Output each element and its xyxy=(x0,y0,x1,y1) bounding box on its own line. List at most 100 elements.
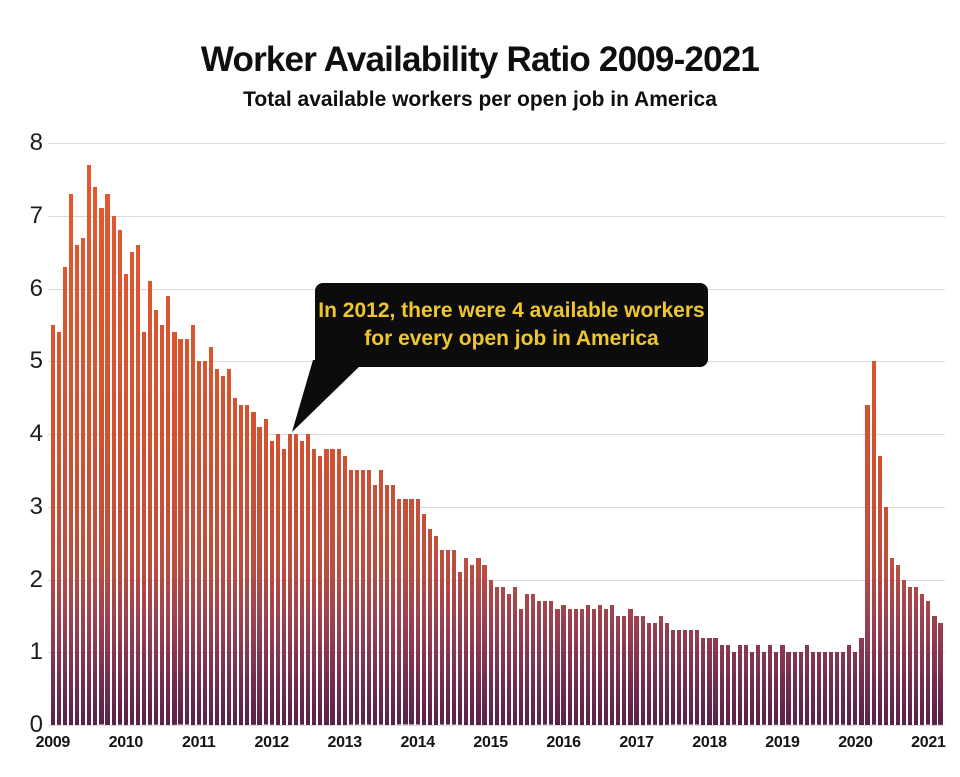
bar-2019-07 xyxy=(816,652,822,725)
bar-2020-04 xyxy=(871,361,876,725)
bar-2020-08 xyxy=(895,564,901,725)
bar-2011-05 xyxy=(220,375,226,725)
bar-2019-06 xyxy=(810,652,815,725)
gridline-0 xyxy=(48,725,945,726)
bar-2020-01 xyxy=(853,652,858,725)
bar-2010-12 xyxy=(190,324,195,725)
gridline-2 xyxy=(48,579,945,581)
bar-2018-12 xyxy=(774,652,779,725)
chart-title: Worker Availability Ratio 2009-2021 xyxy=(200,40,760,79)
bar-2014-01 xyxy=(415,499,420,725)
bar-2013-06 xyxy=(372,484,378,725)
bar-2013-09 xyxy=(391,484,396,725)
bar-2019-02 xyxy=(786,652,791,725)
bar-2017-02 xyxy=(640,615,645,725)
bar-2016-10 xyxy=(616,615,621,725)
bar-2015-06 xyxy=(518,608,524,725)
bar-2020-09 xyxy=(901,579,907,725)
bar-2020-05 xyxy=(877,455,882,725)
bar-2021-02 xyxy=(932,615,937,725)
callout: In 2012, there were 4 available workers … xyxy=(315,283,708,367)
bar-2017-11 xyxy=(695,630,700,725)
bar-2017-05 xyxy=(658,615,663,725)
bar-2017-07 xyxy=(670,630,676,725)
chart-subtitle: Total available workers per open job in … xyxy=(243,88,717,111)
bar-2016-03 xyxy=(573,608,578,725)
bar-2019-11 xyxy=(841,652,846,725)
bar-2014-12 xyxy=(482,564,487,725)
bar-2010-08 xyxy=(166,295,171,725)
bar-2009-08 xyxy=(93,186,98,725)
x-axis-label-2010: 2010 xyxy=(108,734,144,751)
bar-2009-03 xyxy=(62,266,68,725)
bar-2018-10 xyxy=(762,652,767,725)
bar-2015-08 xyxy=(531,594,536,725)
bar-2020-11 xyxy=(914,586,919,725)
bar-2016-01 xyxy=(561,604,566,725)
x-axis-label-2012: 2012 xyxy=(254,734,290,751)
bar-2014-07 xyxy=(452,550,457,725)
y-axis-label-3: 3 xyxy=(29,492,43,520)
bar-2012-07 xyxy=(306,434,311,725)
bar-2013-10 xyxy=(397,499,402,725)
y-axis-label-7: 7 xyxy=(29,201,43,229)
bar-2009-01 xyxy=(50,324,55,725)
bar-2013-01 xyxy=(342,455,347,725)
bar-2018-01 xyxy=(707,637,712,725)
y-axis-label-2: 2 xyxy=(29,565,43,593)
bar-2020-06 xyxy=(883,506,888,725)
bar-2014-09 xyxy=(464,557,469,725)
bar-2021-01 xyxy=(926,601,931,725)
bar-2014-04 xyxy=(433,535,438,725)
bar-2010-07 xyxy=(160,324,165,725)
bar-2021-03 xyxy=(938,623,943,725)
bar-2012-11 xyxy=(330,448,335,725)
bar-2016-08 xyxy=(604,608,609,725)
bar-2012-10 xyxy=(324,448,329,725)
bar-2015-02 xyxy=(494,586,499,725)
bar-2013-05 xyxy=(366,470,372,725)
bar-2020-12 xyxy=(920,594,925,725)
bar-2018-09 xyxy=(756,644,761,725)
y-axis-label-6: 6 xyxy=(29,274,43,302)
bar-2020-10 xyxy=(908,586,913,725)
callout-text-line2: for every open job in America xyxy=(364,327,659,350)
bar-2010-11 xyxy=(184,339,189,725)
bar-2012-02 xyxy=(275,434,280,725)
bar-2014-05 xyxy=(439,550,445,725)
bar-2014-02 xyxy=(421,514,426,725)
y-axis-label-5: 5 xyxy=(29,347,43,375)
bar-2015-04 xyxy=(506,594,511,725)
bar-2014-11 xyxy=(476,557,481,725)
bar-2013-07 xyxy=(379,470,384,725)
bar-2010-02 xyxy=(129,252,134,725)
bar-2017-04 xyxy=(652,623,657,725)
bar-2011-11 xyxy=(257,426,262,725)
y-axis-label-1: 1 xyxy=(29,638,43,666)
bar-2019-12 xyxy=(847,644,852,725)
bar-2016-06 xyxy=(591,608,597,725)
bar-2017-09 xyxy=(683,630,688,725)
bar-2009-05 xyxy=(75,244,80,725)
bar-2011-09 xyxy=(245,404,250,725)
bar-2009-06 xyxy=(81,237,86,725)
x-axis-label-2017: 2017 xyxy=(619,734,654,751)
x-axis-label-2009: 2009 xyxy=(35,734,71,751)
bar-2014-08 xyxy=(458,572,463,725)
bar-2009-12 xyxy=(117,230,122,725)
bar-2017-06 xyxy=(664,623,670,725)
bar-2010-04 xyxy=(141,332,147,725)
bar-2009-09 xyxy=(99,208,104,725)
x-axis-label-2020: 2020 xyxy=(838,734,873,751)
x-axis-label-2016: 2016 xyxy=(546,734,581,751)
bar-2019-05 xyxy=(804,644,809,725)
bar-2011-04 xyxy=(214,368,220,725)
bar-2020-02 xyxy=(859,637,864,725)
bar-2012-05 xyxy=(293,434,299,725)
gridline-3 xyxy=(48,506,945,508)
bar-2018-07 xyxy=(743,644,749,725)
bar-2009-07 xyxy=(87,164,92,725)
bar-2016-09 xyxy=(610,604,615,725)
bar-2018-03 xyxy=(719,644,724,725)
bar-2012-12 xyxy=(336,448,341,725)
